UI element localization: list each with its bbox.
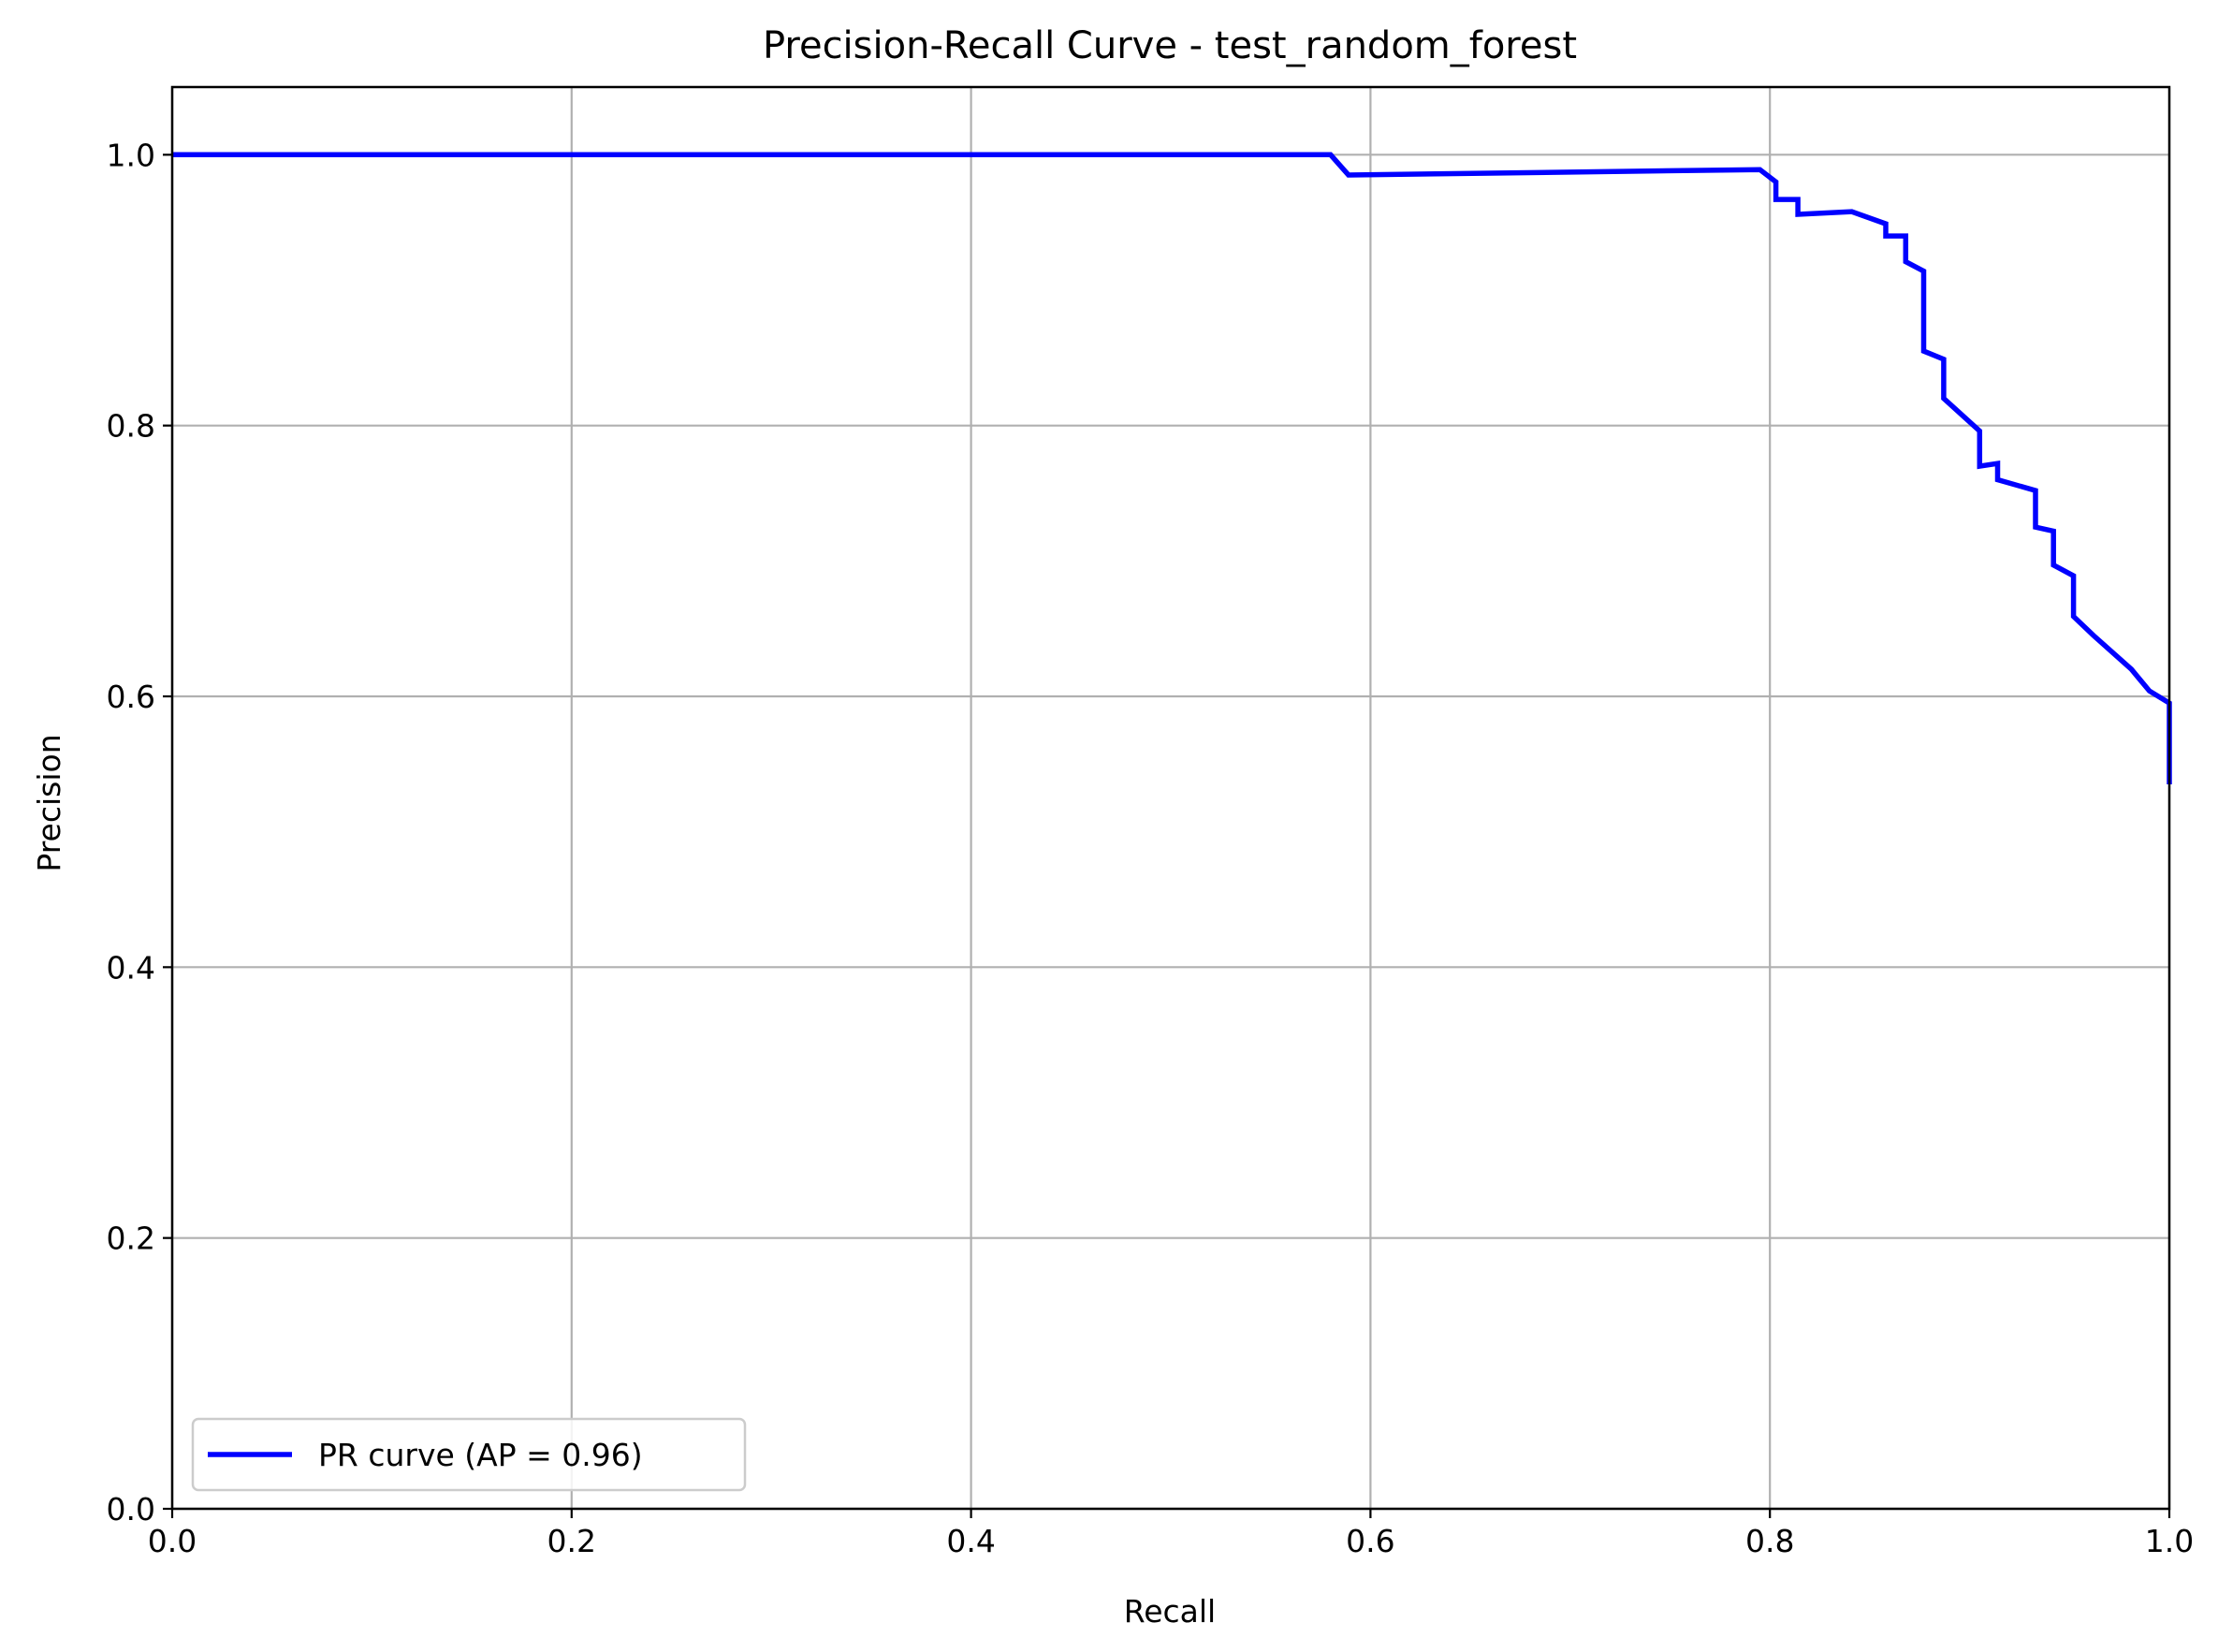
tick-marks-and-labels: 0.0 0.2 0.4 0.6 0.8 1.0 0.0 0.2 0.4 0.6 0.8 1.0 — [107, 137, 2195, 1559]
pr-curve-line — [172, 152, 2172, 784]
legend-box — [191, 1417, 747, 1492]
legend: PR curve (AP = 0.96) — [191, 1417, 747, 1492]
x-tick-label: 0.8 — [1745, 1523, 1794, 1559]
y-tick-label: 0.0 — [107, 1491, 155, 1528]
y-tick-label: 0.6 — [107, 679, 155, 715]
y-axis-label: Precision — [31, 734, 67, 871]
x-axis-label: Recall — [1124, 1593, 1216, 1630]
chart-title: Precision-Recall Curve - test_random_for… — [763, 24, 1577, 67]
x-tick-label: 0.0 — [148, 1523, 197, 1559]
x-tick-label: 0.6 — [1346, 1523, 1394, 1559]
series-layer — [172, 152, 2172, 784]
y-tick-label: 0.2 — [107, 1221, 155, 1257]
y-tick-label: 0.4 — [107, 949, 155, 986]
x-tick-label: 0.2 — [547, 1523, 596, 1559]
y-tick-label: 1.0 — [107, 137, 155, 173]
x-tick-label: 1.0 — [2145, 1523, 2194, 1559]
axes-frame — [170, 85, 2171, 1511]
y-tick-label: 0.8 — [107, 408, 155, 445]
x-tick-label: 0.4 — [946, 1523, 995, 1559]
legend-label: PR curve (AP = 0.96) — [318, 1437, 643, 1473]
